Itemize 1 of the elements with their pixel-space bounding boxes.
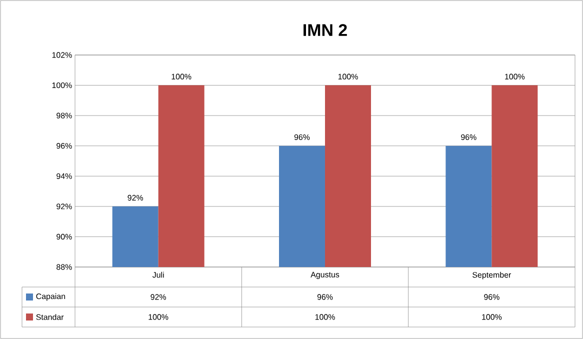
chart-title: IMN 2 — [304, 24, 347, 36]
